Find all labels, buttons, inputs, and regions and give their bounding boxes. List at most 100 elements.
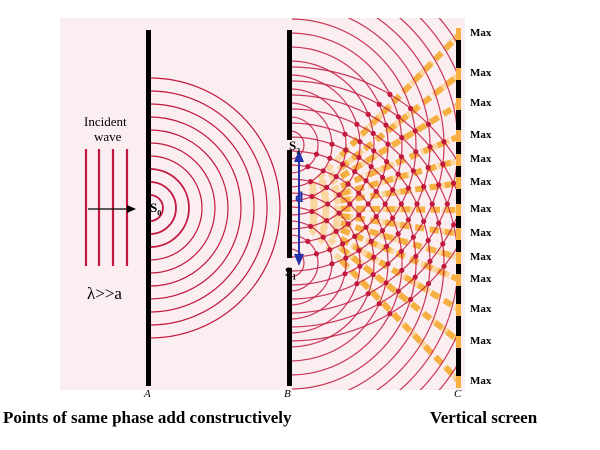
- constructive-point-106: [441, 263, 447, 269]
- fringe-line-strong-13: [338, 258, 458, 385]
- max-label-11: Max: [470, 303, 492, 315]
- slit-1-wavefront-14: [292, 18, 458, 342]
- source-s0-label: S0: [150, 200, 162, 218]
- separation-label: d: [295, 190, 304, 206]
- constructive-point-19: [357, 139, 363, 145]
- constructive-point-68: [342, 271, 348, 277]
- constructive-point-49: [382, 201, 388, 207]
- source-s1-label: S1: [285, 264, 297, 282]
- constructive-point-13: [309, 208, 315, 215]
- slit-2-wavefront-1: [292, 248, 305, 278]
- constructive-point-26: [363, 178, 369, 184]
- constructive-point-103: [387, 311, 393, 317]
- constructive-point-39: [384, 159, 390, 165]
- diffracted-wavefronts: [150, 77, 281, 339]
- constructive-point-87: [440, 161, 446, 167]
- constructive-point-77: [427, 144, 433, 150]
- constructive-point-85: [429, 201, 435, 207]
- screen-spot-13: [456, 376, 461, 388]
- constructive-point-41: [383, 122, 389, 128]
- screen-spot-9: [456, 252, 461, 264]
- constructive-point-76: [425, 164, 431, 171]
- max-label-2: Max: [470, 67, 492, 79]
- constructive-point-66: [412, 128, 418, 134]
- diffracted-wavefront-10: [150, 77, 281, 339]
- constructive-point-92: [413, 253, 419, 259]
- constructive-point-29: [370, 130, 376, 136]
- constructive-point-105: [425, 281, 432, 287]
- constructive-point-7: [309, 193, 315, 200]
- constructive-point-48: [373, 213, 379, 220]
- max-label-5: Max: [470, 153, 492, 165]
- constructive-point-30: [365, 111, 371, 117]
- left-caption: Points of same phase add constructively: [3, 408, 292, 427]
- screen-spot-11: [456, 304, 461, 316]
- slit-1-wavefront-13: [292, 18, 458, 328]
- max-label-6: Max: [470, 176, 492, 188]
- constructive-point-94: [436, 220, 442, 226]
- constructive-point-84: [421, 218, 427, 224]
- constructive-point-60: [379, 228, 386, 234]
- propagation-arrowhead: [127, 205, 136, 213]
- source-s2-label: S2: [289, 138, 301, 156]
- fringe-line-strong-1: [338, 31, 458, 158]
- constructive-point-6: [329, 141, 335, 147]
- constructive-point-31: [305, 238, 311, 244]
- screen-spot-8: [456, 228, 461, 240]
- constructive-point-10: [340, 161, 346, 167]
- constructive-point-101: [440, 241, 446, 247]
- constructive-point-69: [357, 263, 363, 269]
- constructive-point-42: [376, 101, 382, 107]
- constructive-points: [305, 91, 457, 317]
- constructive-point-81: [385, 261, 391, 267]
- barrier-b-bottom: [287, 268, 292, 386]
- constructive-point-34: [345, 221, 351, 227]
- constructive-point-45: [340, 241, 346, 247]
- fringe-line-4: [309, 133, 458, 203]
- constructive-point-74: [414, 201, 420, 207]
- constructive-point-21: [308, 223, 314, 229]
- slit-2-wavefront-14: [292, 66, 458, 390]
- incident-title-1: Incident: [84, 114, 127, 129]
- slit-2-wavefront-4: [292, 206, 347, 320]
- constructive-point-80: [370, 272, 376, 278]
- diffracted-wavefront-7: [150, 116, 242, 300]
- wavelength-condition: λ>>a: [87, 284, 122, 303]
- right-caption: Vertical screen: [430, 408, 538, 427]
- constructive-point-56: [329, 261, 335, 267]
- constructive-point-102: [451, 222, 457, 228]
- diffracted-wavefront-2: [150, 181, 177, 235]
- constructive-point-54: [395, 114, 401, 120]
- constructive-point-82: [398, 248, 404, 254]
- screen-spot-7: [456, 204, 461, 216]
- constructive-point-67: [408, 105, 414, 112]
- constructive-point-62: [398, 201, 404, 207]
- constructive-point-72: [395, 231, 401, 237]
- constructive-point-59: [368, 238, 374, 244]
- constructive-point-12: [342, 131, 348, 137]
- screen-spot-12: [456, 336, 461, 348]
- diffracted-wavefront-9: [150, 90, 268, 326]
- constructive-point-83: [410, 234, 416, 240]
- fringe-line-strong-4: [339, 133, 458, 190]
- screen-spot-4: [456, 130, 461, 142]
- constructive-point-57: [343, 255, 349, 261]
- screen-spot-10: [456, 274, 461, 286]
- barrier-b-middle: [287, 150, 292, 258]
- constructive-point-1: [305, 164, 311, 170]
- constructive-point-24: [347, 201, 353, 207]
- constructive-point-55: [387, 91, 393, 97]
- constructive-point-98: [395, 288, 401, 294]
- diffracted-wavefront-6: [150, 129, 229, 287]
- slit-1-wavefront-2: [292, 116, 319, 174]
- fringe-line-strong-5: [340, 157, 458, 197]
- constructive-point-14: [325, 201, 331, 207]
- barrier-b-top: [287, 30, 292, 140]
- constructive-point-9: [333, 174, 339, 180]
- constructive-point-4: [320, 168, 326, 174]
- constructive-point-95: [444, 201, 450, 207]
- constructive-point-75: [421, 184, 427, 190]
- constructive-point-36: [365, 201, 371, 207]
- separation-arrowhead-bottom: [294, 254, 304, 266]
